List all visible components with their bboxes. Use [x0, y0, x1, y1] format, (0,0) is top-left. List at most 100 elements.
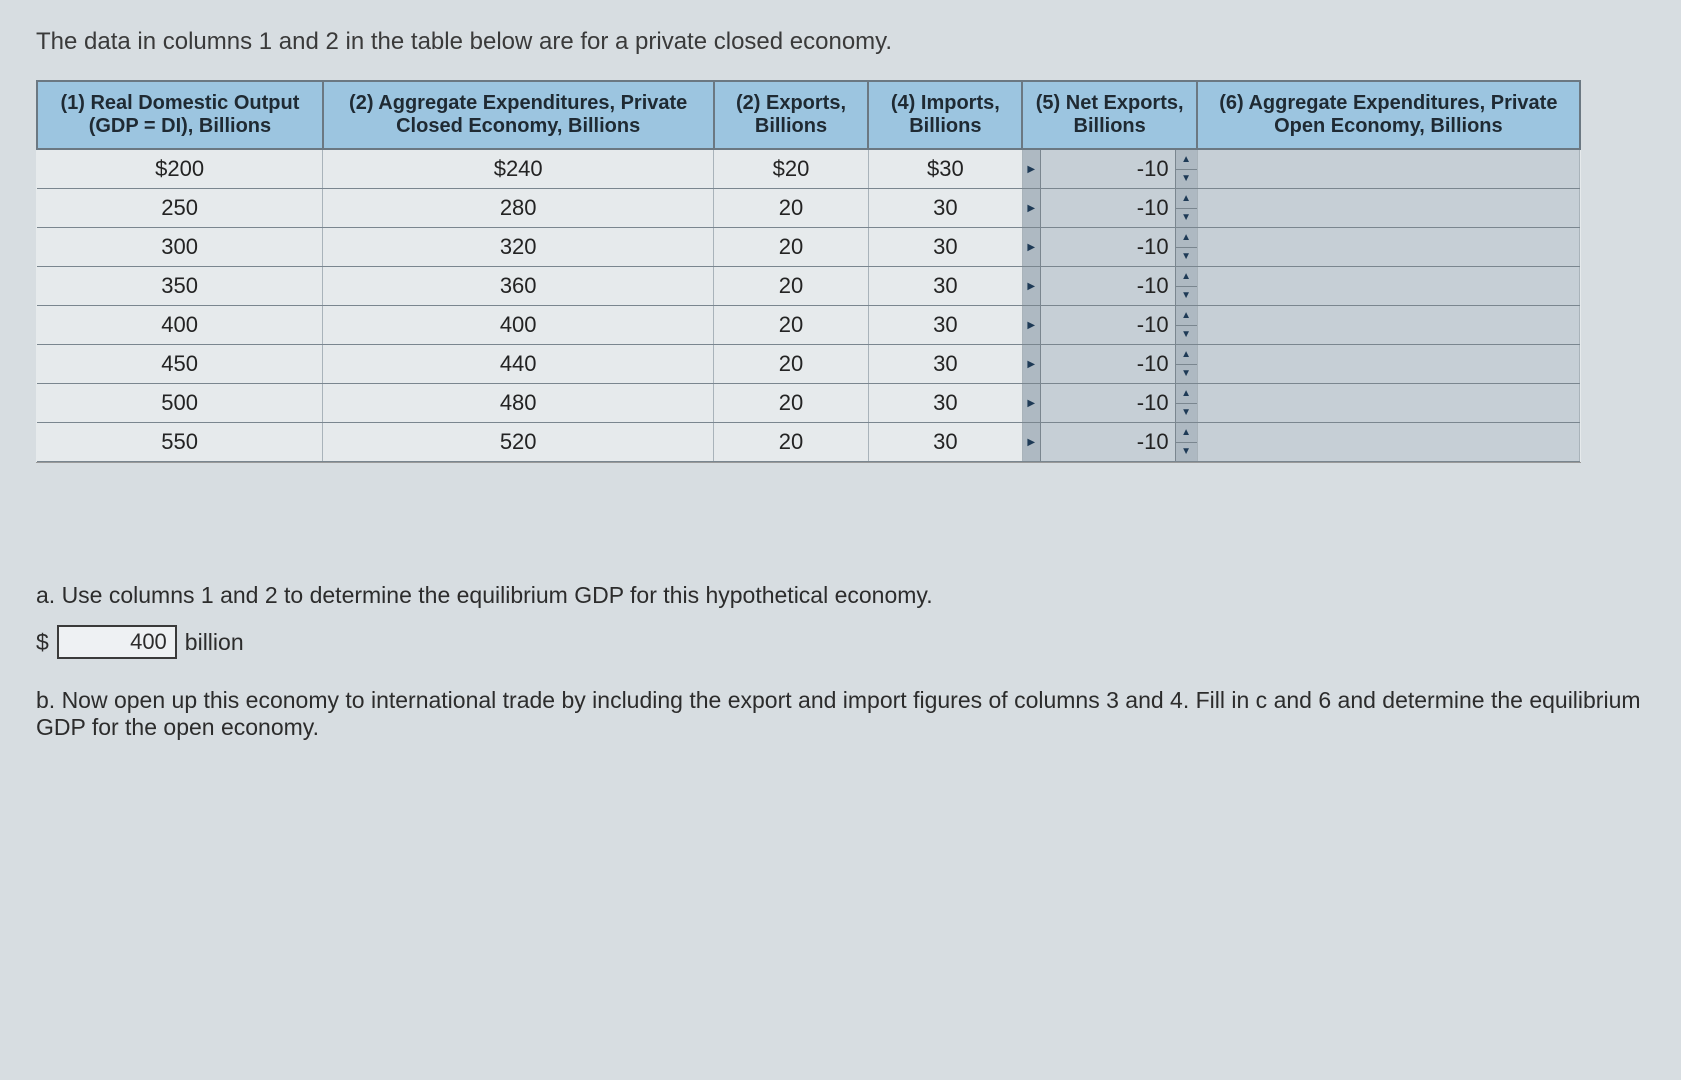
net-exports-value: -10 — [1137, 312, 1169, 337]
net-exports-input[interactable]: ▶ -10 ▲▼ — [1022, 228, 1197, 267]
table-row: 5505202030▶ -10 ▲▼ — [37, 423, 1580, 462]
table-cell: 250 — [37, 189, 323, 228]
net-exports-value: -10 — [1137, 429, 1169, 454]
col-header-6: (6) Aggregate Expenditures, Private Open… — [1197, 81, 1580, 149]
table-cell: 30 — [868, 423, 1022, 462]
table-cell: 520 — [323, 423, 714, 462]
table-cell: 550 — [37, 423, 323, 462]
economy-table: (1) Real Domestic Output (GDP = DI), Bil… — [36, 80, 1581, 462]
table-row: $200$240$20$30▶ -10 ▲▼ — [37, 149, 1580, 189]
table-cell: 400 — [37, 306, 323, 345]
stepper-up-icon[interactable]: ▲ — [1175, 228, 1197, 248]
table-cell: 20 — [714, 345, 869, 384]
stepper-left-icon[interactable]: ▶ — [1023, 345, 1041, 383]
stepper-up-icon[interactable]: ▲ — [1175, 189, 1197, 209]
table-row: 4504402030▶ -10 ▲▼ — [37, 345, 1580, 384]
table-row: 3003202030▶-10▲▼ — [37, 228, 1580, 267]
net-exports-input[interactable]: ▶ -10 ▲▼ — [1022, 267, 1197, 306]
table-cell: 20 — [714, 306, 869, 345]
net-exports-input[interactable]: ▶ -10 ▲▼ — [1022, 423, 1197, 462]
stepper-left-icon[interactable]: ▶ — [1023, 150, 1041, 188]
aggregate-expenditure-open-input[interactable] — [1197, 384, 1580, 423]
table-cell: 440 — [323, 345, 714, 384]
aggregate-expenditure-open-input[interactable] — [1197, 189, 1580, 228]
net-exports-input[interactable]: ▶ -10 ▲▼ — [1022, 189, 1197, 228]
question-a: a. Use columns 1 and 2 to determine the … — [36, 582, 1645, 659]
table-header-row: (1) Real Domestic Output (GDP = DI), Bil… — [37, 81, 1580, 149]
stepper-up-icon[interactable]: ▲ — [1175, 267, 1197, 287]
intro-text: The data in columns 1 and 2 in the table… — [36, 28, 1645, 56]
question-b-text: b. Now open up this economy to internati… — [36, 687, 1645, 741]
table-cell: 480 — [323, 384, 714, 423]
aggregate-expenditure-open-input[interactable] — [1197, 267, 1580, 306]
stepper-left-icon[interactable]: ▶ — [1023, 306, 1041, 344]
stepper-down-icon[interactable]: ▼ — [1175, 443, 1197, 462]
table-cell: 30 — [868, 345, 1022, 384]
stepper-down-icon[interactable]: ▼ — [1175, 365, 1197, 384]
net-exports-input[interactable]: ▶ -10 ▲▼ — [1022, 384, 1197, 423]
table-cell: 300 — [37, 228, 323, 267]
stepper-up-icon[interactable]: ▲ — [1175, 345, 1197, 365]
stepper-down-icon[interactable]: ▼ — [1175, 170, 1197, 189]
table-cell: $20 — [714, 149, 869, 189]
table-cell: 30 — [868, 267, 1022, 306]
table-cell: $30 — [868, 149, 1022, 189]
question-a-text: a. Use columns 1 and 2 to determine the … — [36, 582, 1645, 609]
stepper-up-icon[interactable]: ▲ — [1175, 423, 1197, 443]
stepper-down-icon[interactable]: ▼ — [1175, 404, 1197, 423]
table-row: 4004002030▶-10▲▼ — [37, 306, 1580, 345]
table-cell: 500 — [37, 384, 323, 423]
table-cell: 350 — [37, 267, 323, 306]
table-cell: 450 — [37, 345, 323, 384]
aggregate-expenditure-open-input[interactable] — [1197, 306, 1580, 345]
stepper-left-icon[interactable]: ▶ — [1023, 267, 1041, 305]
table-cell: 20 — [714, 423, 869, 462]
table-cell: 30 — [868, 189, 1022, 228]
net-exports-value: -10 — [1137, 234, 1169, 259]
net-exports-input[interactable]: ▶ -10 ▲▼ — [1022, 149, 1197, 189]
answer-unit: billion — [185, 629, 244, 656]
table-cell: 400 — [323, 306, 714, 345]
aggregate-expenditure-open-input[interactable] — [1197, 423, 1580, 462]
net-exports-value: -10 — [1137, 390, 1169, 415]
stepper-down-icon[interactable]: ▼ — [1175, 248, 1197, 267]
stepper-left-icon[interactable]: ▶ — [1023, 423, 1041, 461]
stepper-left-icon[interactable]: ▶ — [1023, 228, 1041, 266]
aggregate-expenditure-open-input[interactable] — [1197, 345, 1580, 384]
stepper-down-icon[interactable]: ▼ — [1175, 326, 1197, 345]
col-header-4: (4) Imports, Billions — [868, 81, 1022, 149]
table-cell: 320 — [323, 228, 714, 267]
table-cell: 360 — [323, 267, 714, 306]
stepper-up-icon[interactable]: ▲ — [1175, 384, 1197, 404]
stepper-up-icon[interactable]: ▲ — [1175, 150, 1197, 170]
col-header-3: (2) Exports, Billions — [714, 81, 869, 149]
aggregate-expenditure-open-input[interactable] — [1197, 228, 1580, 267]
net-exports-input[interactable]: ▶ -10 ▲▼ — [1022, 306, 1197, 345]
stepper-down-icon[interactable]: ▼ — [1175, 209, 1197, 228]
table-cell: 280 — [323, 189, 714, 228]
col-header-1: (1) Real Domestic Output (GDP = DI), Bil… — [37, 81, 323, 149]
question-b: b. Now open up this economy to internati… — [36, 687, 1645, 741]
table-cell: 30 — [868, 384, 1022, 423]
stepper-left-icon[interactable]: ▶ — [1023, 384, 1041, 422]
net-exports-value: -10 — [1137, 351, 1169, 376]
stepper-down-icon[interactable]: ▼ — [1175, 287, 1197, 306]
net-exports-value: -10 — [1137, 156, 1169, 181]
stepper-left-icon[interactable]: ▶ — [1023, 189, 1041, 227]
net-exports-value: -10 — [1137, 195, 1169, 220]
table-cell: 20 — [714, 384, 869, 423]
net-exports-value: -10 — [1137, 273, 1169, 298]
table-cell: $200 — [37, 149, 323, 189]
table-cell: 20 — [714, 228, 869, 267]
table-row: 5004802030▶ -10 ▲▼ — [37, 384, 1580, 423]
net-exports-input[interactable]: ▶ -10 ▲▼ — [1022, 345, 1197, 384]
table-cell: 20 — [714, 267, 869, 306]
dollar-sign: $ — [36, 629, 49, 656]
col-header-5: (5) Net Exports, Billions — [1022, 81, 1197, 149]
table-cell: 30 — [868, 306, 1022, 345]
table-row: 3503602030▶ -10 ▲▼ — [37, 267, 1580, 306]
aggregate-expenditure-open-input[interactable] — [1197, 149, 1580, 189]
table-cell: $240 — [323, 149, 714, 189]
equilibrium-gdp-input[interactable]: 400 — [57, 625, 177, 659]
stepper-up-icon[interactable]: ▲ — [1175, 306, 1197, 326]
